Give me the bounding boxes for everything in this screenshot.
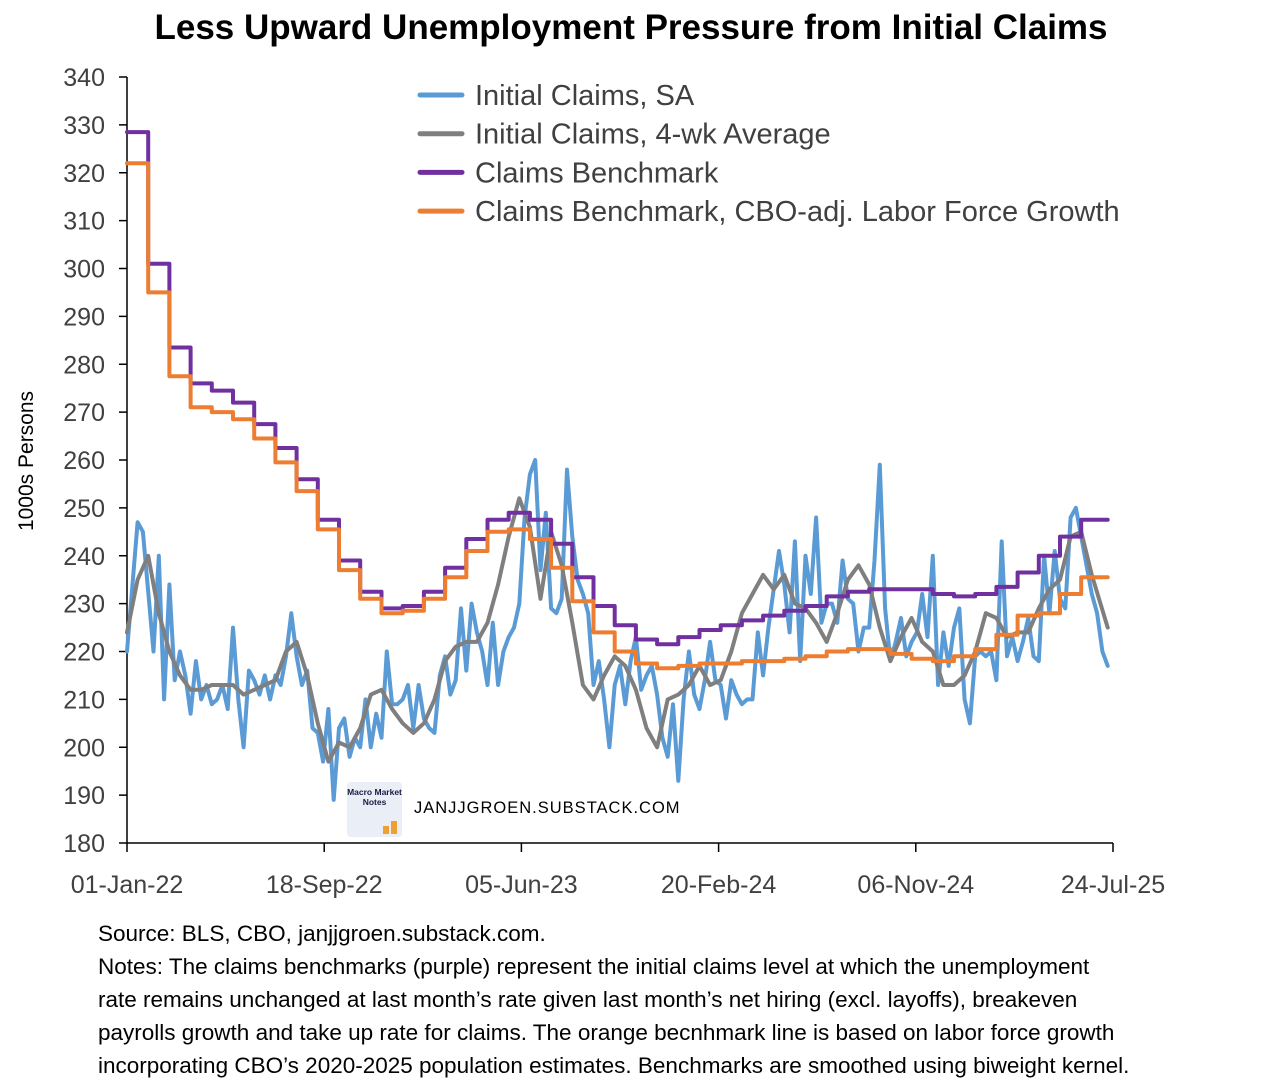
y-tick-label: 250 (63, 495, 105, 523)
y-tick-label: 340 (63, 64, 105, 92)
legend: Initial Claims, SA Initial Claims, 4-wk A… (417, 80, 1120, 228)
y-tick-label: 240 (63, 543, 105, 571)
y-tick-label: 220 (63, 639, 105, 667)
legend-label: Claims Benchmark (475, 157, 719, 189)
y-tick-label: 210 (63, 686, 105, 714)
legend-label: Claims Benchmark, CBO-adj. Labor Force G… (475, 196, 1120, 228)
y-tick-label: 330 (63, 112, 105, 140)
y-axis: 180 190 200 210 220 230 240 250 260 270 280 290 300 3… (63, 64, 128, 858)
x-tick-label: 05-Jun-23 (465, 871, 578, 899)
notes-line: Notes: The claims benchmarks (purple) re… (98, 954, 1090, 979)
logo-bar (383, 826, 389, 834)
footnote: Source: BLS, CBO, janjjgroen.substack.co… (98, 917, 1273, 1082)
series-line-initial-claims-4-wk-average (125, 496, 1110, 764)
y-tick-label: 180 (63, 830, 105, 858)
logo: Macro Market Notes (347, 782, 402, 837)
y-tick-label: 310 (63, 208, 105, 236)
y-tick-label: 270 (63, 399, 105, 427)
series-line-claims-benchmark-cbo-adj-labor-force-growth (125, 161, 1110, 671)
x-tick-label: 20-Feb-24 (661, 871, 776, 899)
y-tick-label: 260 (63, 447, 105, 475)
notes-line: payrolls growth and take up rate for cla… (98, 1020, 1115, 1045)
legend-label: Initial Claims, SA (475, 80, 695, 112)
logo-text-line1: Macro Market (347, 787, 402, 797)
x-tick-label: 24-Jul-25 (1061, 871, 1165, 899)
watermark: JANJJGROEN.SUBSTACK.COM (414, 799, 681, 817)
logo-bar (391, 821, 397, 834)
x-tick-label: 01-Jan-22 (71, 871, 184, 899)
chart: 180 190 200 210 220 230 240 250 260 270 280 290 300 3… (15, 64, 1165, 899)
logo-text-line2: Notes (362, 797, 387, 807)
y-tick-label: 300 (63, 256, 105, 284)
series-line-initial-claims-sa (125, 458, 1110, 802)
notes-line: incorporating CBO’s 2020-2025 population… (98, 1053, 1130, 1078)
source-line: Source: BLS, CBO, janjjgroen.substack.co… (98, 921, 546, 946)
y-tick-label: 280 (63, 351, 105, 379)
x-tick-label: 18-Sep-22 (266, 871, 383, 899)
y-tick-label: 200 (63, 734, 105, 762)
y-tick-label: 190 (63, 782, 105, 810)
chart-title: Less Upward Unemployment Pressure from I… (154, 8, 1108, 47)
logo-text: Macro Market Notes (347, 787, 402, 807)
legend-label: Initial Claims, 4-wk Average (475, 119, 831, 151)
series-line-claims-benchmark (125, 130, 1110, 647)
x-axis: 01-Jan-22 18-Sep-22 05-Jun-23 20-Feb-24 06-N… (71, 842, 1165, 899)
notes-line: rate remains unchanged at last month’s r… (98, 987, 1078, 1012)
x-tick-label: 06-Nov-24 (857, 871, 974, 899)
y-tick-label: 320 (63, 160, 105, 188)
y-tick-label: 230 (63, 591, 105, 619)
series-lines (125, 130, 1110, 802)
y-tick-label: 290 (63, 303, 105, 331)
y-axis-label: 1000s Persons (15, 391, 38, 531)
